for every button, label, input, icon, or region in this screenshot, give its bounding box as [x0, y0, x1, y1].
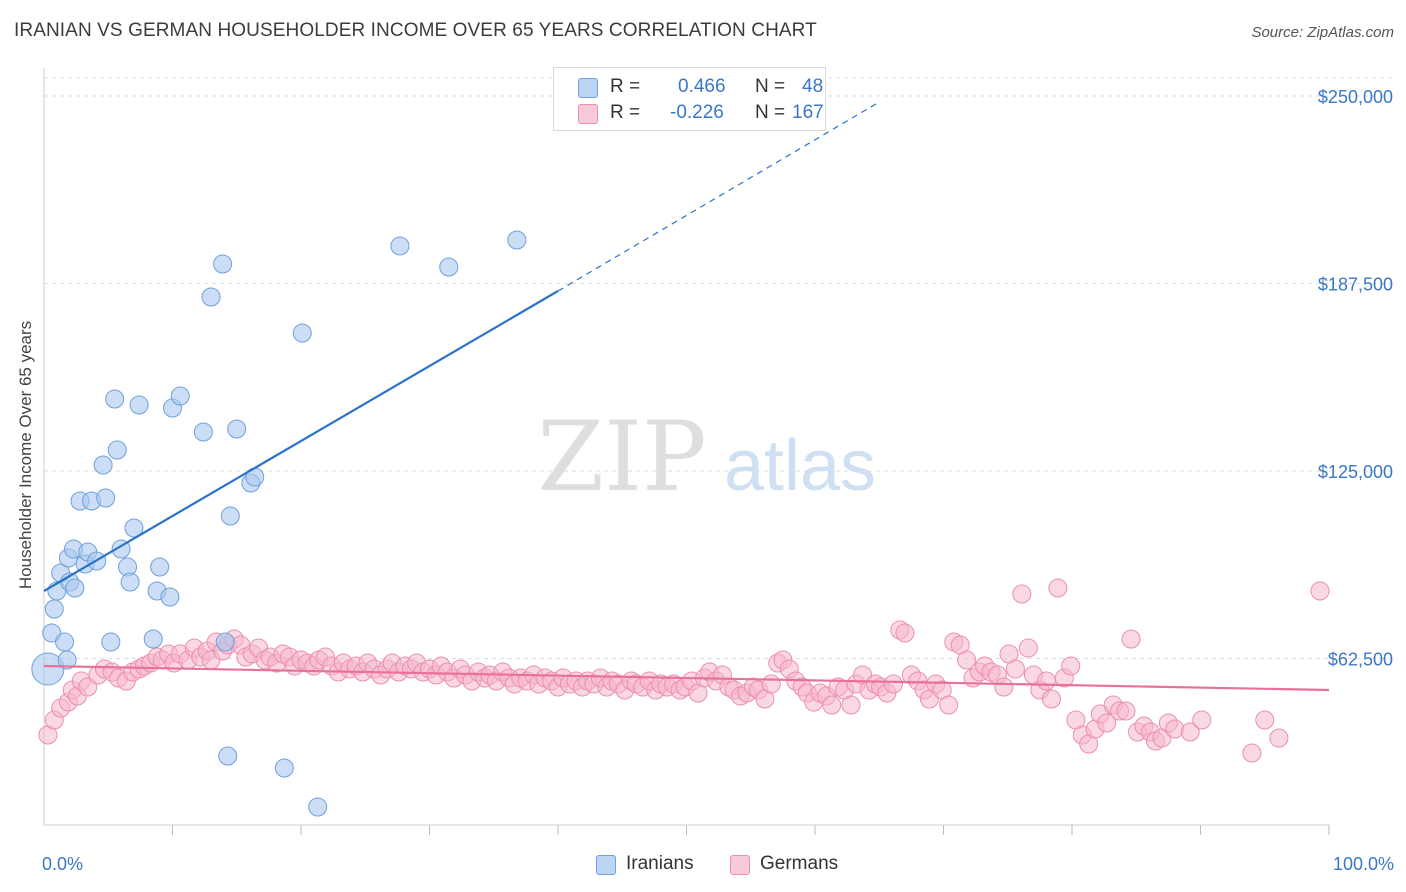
y-tick-label: $187,500: [1318, 275, 1393, 295]
iranian-point: [143, 629, 163, 649]
iranian-point: [390, 236, 410, 256]
german-point: [1036, 671, 1056, 691]
iranians-swatch: [578, 78, 598, 98]
iranian-point: [57, 650, 77, 670]
iranians-trend-extension: [557, 101, 880, 292]
r-label: R =: [610, 102, 641, 123]
german-point: [841, 695, 861, 715]
german-point: [994, 677, 1014, 697]
germans-swatch: [730, 855, 750, 875]
iranian-point: [44, 599, 64, 619]
x-tick-label: 100.0%: [1333, 854, 1394, 874]
german-point: [1097, 713, 1117, 733]
iranian-point: [150, 557, 170, 577]
iranian-point: [213, 254, 233, 274]
german-point: [822, 695, 842, 715]
n-value: 48: [802, 76, 824, 97]
iranian-point: [65, 578, 85, 598]
iranian-point: [220, 506, 240, 526]
legend-label-germans: Germans: [760, 853, 839, 874]
r-label: R =: [610, 76, 641, 97]
german-point: [1192, 710, 1212, 730]
tick-labels: $62,500 $125,000 $187,500 $250,000 0.0% 100.0…: [42, 87, 1394, 874]
german-point: [895, 623, 915, 643]
r-value: -0.226: [670, 102, 724, 123]
x-tick-label: 0.0%: [42, 854, 83, 874]
watermark-atlas: atlas: [724, 426, 876, 506]
iranian-point: [129, 395, 149, 415]
german-point: [883, 674, 903, 694]
german-point: [761, 674, 781, 694]
germans-trend-line: [43, 664, 1330, 692]
iranian-point: [107, 440, 127, 460]
iranian-point: [227, 419, 247, 439]
iranian-point: [55, 632, 75, 652]
germans-points: [38, 578, 1330, 763]
axes: [43, 68, 1330, 835]
german-point: [1255, 710, 1275, 730]
iranian-point: [120, 572, 140, 592]
n-label: N =: [755, 76, 786, 97]
german-point: [1269, 728, 1289, 748]
source-label: Source: ZipAtlas.com: [1251, 24, 1394, 41]
iranian-point: [93, 455, 113, 475]
iranian-point: [218, 746, 238, 766]
iranians-trend-line: [43, 290, 559, 592]
german-point: [1165, 719, 1185, 739]
y-tick-label: $125,000: [1318, 462, 1393, 482]
german-point: [1116, 701, 1136, 721]
german-point: [1310, 581, 1330, 601]
iranian-point: [170, 386, 190, 406]
watermark: ZIP atlas: [537, 401, 876, 513]
iranian-point: [274, 758, 294, 778]
y-tick-label: $250,000: [1318, 87, 1393, 107]
german-point: [939, 695, 959, 715]
german-point: [1121, 629, 1141, 649]
iranian-point: [101, 632, 121, 652]
german-point: [1048, 578, 1068, 598]
y-tick-label: $62,500: [1328, 650, 1393, 670]
trend-lines: [43, 101, 1330, 692]
german-point: [1180, 722, 1200, 742]
grid-lines: [44, 77, 1395, 659]
iranian-point: [439, 257, 459, 277]
german-point: [1018, 638, 1038, 658]
germans-swatch: [578, 104, 598, 124]
iranians-swatch: [596, 855, 616, 875]
iranians-points: [31, 230, 527, 817]
iranian-point: [507, 230, 527, 250]
n-label: N =: [755, 102, 786, 123]
iranian-point: [160, 587, 180, 607]
iranian-point: [105, 389, 125, 409]
german-point: [1061, 656, 1081, 676]
iranian-point: [96, 488, 116, 508]
iranian-point: [201, 287, 221, 307]
iranian-point: [193, 422, 213, 442]
legend-label-iranians: Iranians: [626, 853, 694, 874]
chart-title: IRANIAN VS GERMAN HOUSEHOLDER INCOME OVE…: [14, 20, 817, 41]
correlation-legend: R = 0.466 N = 48 R = -0.226 N = 167: [553, 67, 826, 131]
german-point: [1041, 689, 1061, 709]
iranian-point: [292, 323, 312, 343]
german-point: [1005, 659, 1025, 679]
n-value: 167: [792, 102, 824, 123]
r-value: 0.466: [678, 76, 726, 97]
german-point: [1242, 743, 1262, 763]
iranian-point: [215, 632, 235, 652]
german-point: [1012, 584, 1032, 604]
iranian-point: [308, 797, 328, 817]
iranian-point: [124, 518, 144, 538]
iranian-point: [31, 652, 65, 686]
german-point: [957, 650, 977, 670]
watermark-zip: ZIP: [537, 401, 706, 513]
